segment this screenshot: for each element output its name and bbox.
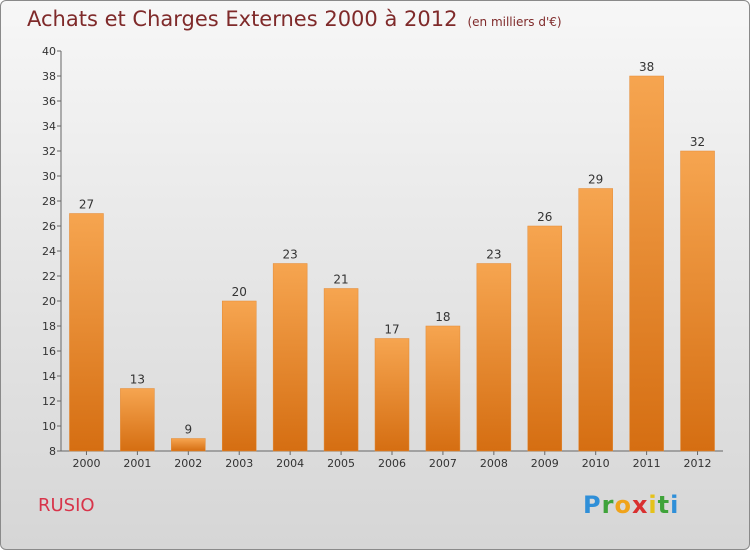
bar	[476, 263, 512, 452]
data-label: 20	[232, 285, 247, 299]
bar	[629, 75, 664, 452]
x-tick-label: 2006	[378, 457, 406, 470]
x-tick-label: 2005	[327, 457, 355, 470]
x-tick-label: 2001	[123, 457, 151, 470]
data-label: 27	[79, 198, 94, 212]
y-tick-label: 22	[42, 270, 56, 283]
data-label: 18	[435, 310, 450, 324]
y-tick-label: 8	[49, 445, 56, 458]
y-tick-label: 38	[42, 70, 56, 83]
y-tick-label: 34	[42, 120, 56, 133]
bar	[69, 213, 104, 452]
y-tick-label: 26	[42, 220, 56, 233]
logo-letter: o	[614, 491, 632, 519]
y-tick-label: 10	[42, 420, 56, 433]
x-tick-label: 2007	[429, 457, 457, 470]
data-label: 32	[690, 135, 705, 149]
axes: 8 10 12 14 16 18 20 22 24 26 28 30 32 34 36 38 40 2000 200…	[42, 45, 723, 470]
title-unit: (en milliers d'€)	[467, 15, 562, 29]
bar	[680, 150, 715, 452]
logo-letter: t	[657, 491, 671, 519]
x-tick-label: 2004	[276, 457, 304, 470]
y-tick-label: 28	[42, 195, 56, 208]
proxiti-logo: Proxiti	[583, 491, 679, 519]
data-label: 26	[537, 210, 552, 224]
chart-title: Achats et Charges Externes 2000 à 2012 (e…	[27, 7, 562, 31]
data-label: 21	[333, 273, 348, 287]
bar	[578, 188, 613, 452]
bar	[323, 288, 359, 452]
y-tick-label: 18	[42, 320, 56, 333]
bar	[527, 225, 563, 452]
logo-letter: P	[583, 491, 602, 519]
title-text: Achats et Charges Externes 2000 à 2012	[27, 7, 458, 31]
data-label: 29	[588, 173, 603, 187]
bar	[272, 263, 308, 452]
data-label: 23	[486, 248, 501, 262]
data-labels: 27 13 9 20 23 21 17 18 23 26 29 38 32	[79, 60, 705, 437]
x-tick-label: 2000	[72, 457, 100, 470]
y-tick-label: 30	[42, 170, 56, 183]
bar	[120, 388, 155, 452]
data-label: 38	[639, 60, 654, 74]
y-tick-label: 40	[42, 45, 56, 58]
y-tick-label: 16	[42, 345, 56, 358]
logo-letter: r	[601, 491, 615, 519]
data-label: 17	[384, 323, 399, 337]
logo-letter: i	[670, 491, 680, 519]
bar	[374, 338, 410, 452]
y-tick-label: 12	[42, 395, 56, 408]
data-label: 9	[184, 423, 192, 437]
x-tick-label: 2009	[531, 457, 559, 470]
x-tick-label: 2011	[633, 457, 661, 470]
y-tick-label: 20	[42, 295, 56, 308]
data-label: 23	[283, 248, 298, 262]
x-tick-label: 2008	[480, 457, 508, 470]
y-tick-label: 24	[42, 245, 56, 258]
logo-letter: i	[648, 491, 658, 519]
x-tick-label: 2002	[174, 457, 202, 470]
x-tick-label: 2010	[582, 457, 610, 470]
logo-letter: x	[631, 491, 649, 519]
y-tick-label: 32	[42, 145, 56, 158]
bar	[221, 300, 257, 452]
bar	[171, 438, 206, 452]
x-tick-label: 2012	[684, 457, 712, 470]
x-tick-label: 2003	[225, 457, 253, 470]
data-label: 13	[130, 373, 145, 387]
y-tick-label: 36	[42, 95, 56, 108]
commune-name: RUSIO	[38, 495, 95, 516]
y-tick-label: 14	[42, 370, 56, 383]
bar	[425, 325, 461, 452]
bars	[69, 75, 715, 452]
